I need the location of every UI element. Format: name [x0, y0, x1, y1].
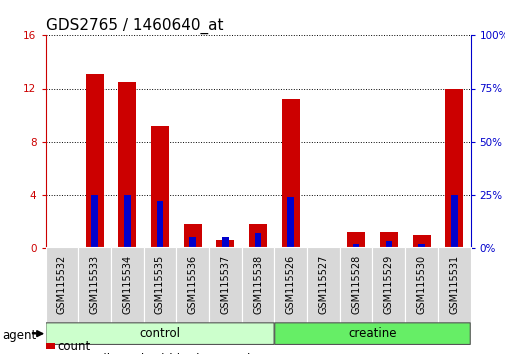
Text: percentile rank within the sample: percentile rank within the sample [58, 353, 257, 354]
Bar [412, 235, 430, 248]
Text: GSM115532: GSM115532 [57, 255, 67, 314]
Text: GSM115529: GSM115529 [383, 255, 393, 314]
Text: agent: agent [3, 329, 37, 342]
Bar [281, 99, 299, 248]
Bar [85, 74, 104, 248]
Bar [339, 247, 372, 323]
Bar [379, 232, 397, 248]
Text: creatine: creatine [347, 327, 396, 340]
Bar [346, 232, 365, 248]
Text: GSM115538: GSM115538 [252, 255, 263, 314]
Text: GSM115528: GSM115528 [350, 255, 361, 314]
Bar [437, 247, 470, 323]
Bar [314, 247, 332, 248]
Text: GSM115537: GSM115537 [220, 255, 230, 314]
Text: GSM115534: GSM115534 [122, 255, 132, 314]
Bar [176, 247, 209, 323]
Bar [248, 224, 267, 248]
Bar [274, 247, 307, 323]
Text: GSM115526: GSM115526 [285, 255, 295, 314]
Bar [124, 195, 130, 248]
Text: count: count [58, 340, 91, 353]
Bar [372, 247, 405, 323]
Bar [216, 240, 234, 248]
Bar [111, 247, 143, 323]
Bar [118, 82, 136, 248]
Bar [307, 247, 339, 323]
Bar [444, 88, 462, 248]
Bar [287, 197, 293, 248]
Bar [189, 237, 195, 248]
Bar [450, 195, 457, 248]
Bar [222, 237, 228, 248]
Bar [91, 195, 97, 248]
Bar [45, 247, 78, 323]
Bar [157, 201, 163, 248]
Text: GSM115531: GSM115531 [448, 255, 459, 314]
Text: GSM115527: GSM115527 [318, 255, 328, 314]
Bar [352, 244, 359, 248]
Bar [209, 247, 241, 323]
FancyBboxPatch shape [46, 323, 274, 344]
Bar [418, 244, 424, 248]
Text: GSM115536: GSM115536 [187, 255, 197, 314]
Text: GSM115533: GSM115533 [89, 255, 99, 314]
Bar [241, 247, 274, 323]
Bar [150, 126, 169, 248]
Text: control: control [139, 327, 180, 340]
Bar [143, 247, 176, 323]
Text: GSM115535: GSM115535 [155, 255, 165, 314]
Text: GSM115530: GSM115530 [416, 255, 426, 314]
Bar [405, 247, 437, 323]
Bar [255, 233, 261, 248]
Text: GDS2765 / 1460640_at: GDS2765 / 1460640_at [45, 18, 223, 34]
Bar [385, 241, 391, 248]
Bar [53, 247, 71, 248]
FancyBboxPatch shape [274, 323, 469, 344]
Bar [183, 224, 201, 248]
Bar [78, 247, 111, 323]
